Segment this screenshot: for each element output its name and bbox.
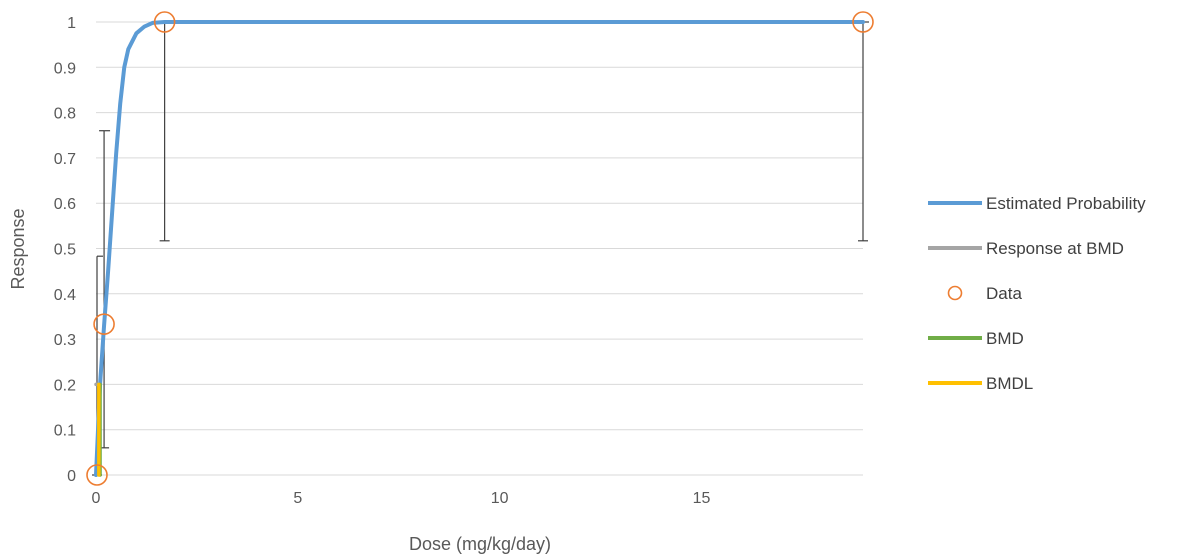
legend-label: Data [986,284,1022,303]
legend-swatch-marker [949,287,962,300]
legend-item: BMDL [928,374,1033,393]
y-tick-label: 0.2 [54,377,76,394]
y-tick-label: 0.7 [54,151,76,168]
legend-item: Data [949,284,1023,303]
legend-item: Response at BMD [928,239,1124,258]
error-bar [858,22,869,241]
legend-item: Estimated Probability [928,194,1146,213]
y-tick-label: 1 [67,15,76,32]
x-axis-title: Dose (mg/kg/day) [409,534,551,554]
y-tick-label: 0 [67,468,76,485]
gridlines [96,22,863,475]
x-tick-label: 5 [293,490,302,507]
x-tick-label: 10 [491,490,509,507]
legend-label: BMDL [986,374,1033,393]
y-tick-labels: 0 0.1 0.2 0.3 0.4 0.5 0.6 0.7 0.8 0.9 1 [54,15,76,485]
y-axis-title: Response [8,208,28,289]
legend-label: Estimated Probability [986,194,1146,213]
y-tick-label: 0.9 [54,60,76,77]
legend-item: BMD [928,329,1024,348]
x-tick-label: 15 [693,490,711,507]
legend-label: BMD [986,329,1024,348]
x-tick-label: 0 [92,490,101,507]
legend-label: Response at BMD [986,239,1124,258]
y-tick-label: 0.4 [54,287,76,304]
y-tick-label: 0.6 [54,196,76,213]
y-tick-label: 0.3 [54,332,76,349]
x-tick-labels: 0 5 10 15 [92,490,711,507]
error-bar [160,22,171,241]
y-tick-label: 0.8 [54,106,76,123]
legend: Estimated Probability Response at BMD Data… [928,194,1146,393]
y-tick-label: 0.1 [54,423,76,440]
y-tick-label: 0.5 [54,242,76,259]
